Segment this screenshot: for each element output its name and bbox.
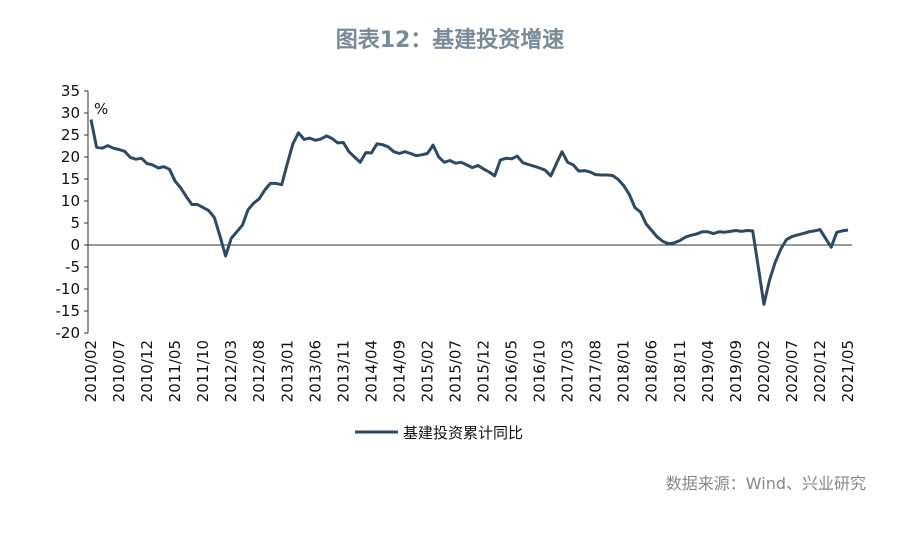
- x-tick-label: 2010/02: [82, 340, 100, 402]
- x-tick-label: 2010/07: [110, 340, 128, 402]
- y-tick-label: 20: [61, 148, 80, 166]
- y-tick-label: 35: [61, 82, 80, 100]
- y-tick-label: 0: [70, 236, 80, 254]
- x-tick-label: 2013/11: [334, 340, 352, 402]
- x-tick-label: 2014/04: [362, 340, 380, 402]
- x-tick-label: 2013/06: [306, 340, 324, 402]
- y-tick-label: -10: [56, 280, 81, 298]
- legend-label: 基建投资累计同比: [403, 424, 523, 442]
- x-tick-label: 2018/11: [671, 340, 689, 402]
- x-tick-label: 2020/02: [755, 340, 773, 402]
- x-tick-label: 2017/03: [559, 340, 577, 402]
- y-tick-label: -20: [56, 324, 81, 342]
- series-line: [89, 119, 849, 306]
- x-tick-label: 2015/02: [418, 340, 436, 402]
- y-tick-label: 5: [70, 214, 80, 232]
- x-tick-label: 2017/08: [587, 340, 605, 402]
- x-tick-label: 2015/07: [446, 340, 464, 402]
- x-tick-label: 2020/12: [811, 340, 829, 402]
- x-tick-label: 2018/06: [643, 340, 661, 402]
- x-tick-label: 2021/05: [839, 340, 857, 402]
- x-tick-label: 2014/09: [390, 340, 408, 402]
- source: 数据来源：Wind、兴业研究: [666, 474, 866, 493]
- x-tick-label: 2010/12: [138, 340, 156, 402]
- y-tick-label: 15: [61, 170, 80, 188]
- x-tick-label: 2012/08: [250, 340, 268, 402]
- x-tick-label: 2011/05: [166, 340, 184, 402]
- x-tick-label: 2019/04: [699, 340, 717, 402]
- x-tick-label: 2011/10: [194, 340, 212, 402]
- x-tick-label: 2015/12: [475, 340, 493, 402]
- y-tick-label: 30: [61, 104, 80, 122]
- x-tick-label: 2019/09: [727, 340, 745, 402]
- y-tick-label: 10: [61, 192, 80, 210]
- y-unit: %: [94, 100, 108, 118]
- y-tick-label: -5: [65, 258, 80, 276]
- x-tick-label: 2012/03: [222, 340, 240, 402]
- x-tick-label: 2018/01: [615, 340, 633, 402]
- x-tick-label: 2020/07: [783, 340, 801, 402]
- y-tick-label: 25: [61, 126, 80, 144]
- x-tick-label: 2016/05: [503, 340, 521, 402]
- x-tick-label: 2016/10: [531, 340, 549, 402]
- chart-title: 图表12：基建投资增速: [336, 27, 565, 53]
- y-tick-label: -15: [56, 302, 81, 320]
- x-tick-label: 2013/01: [278, 340, 296, 402]
